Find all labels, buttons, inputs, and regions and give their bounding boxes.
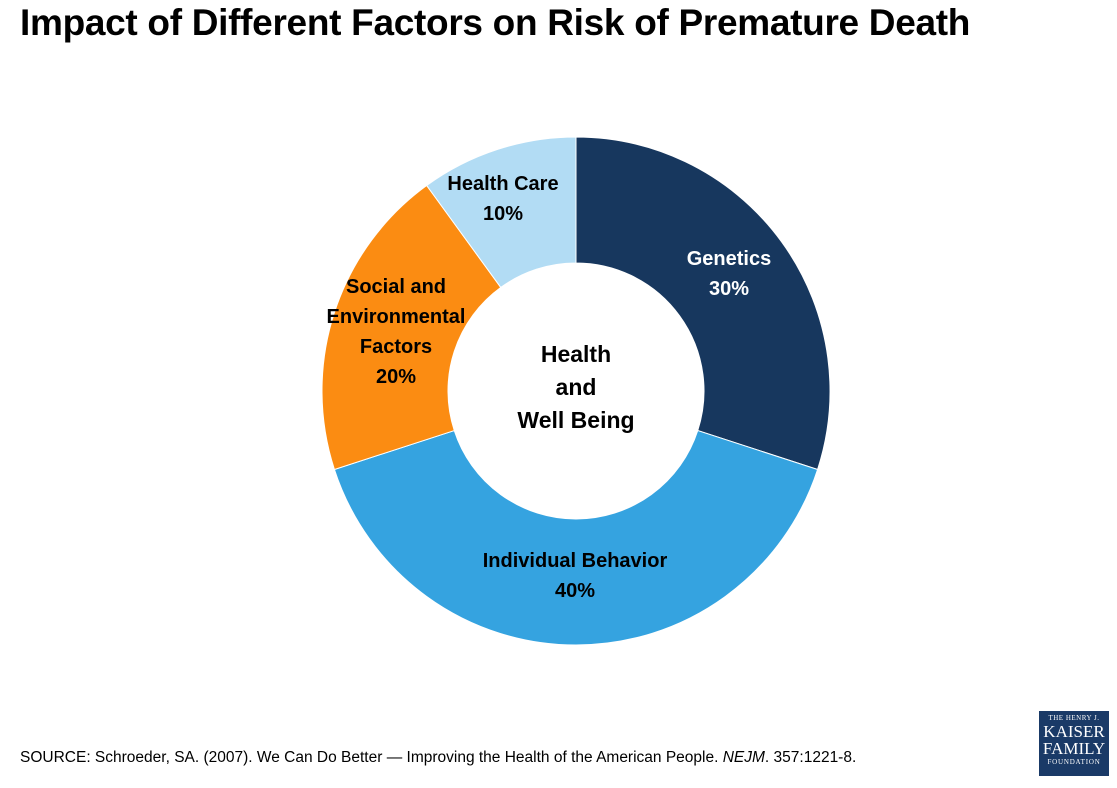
slice-value-label: 40% — [555, 580, 595, 602]
slice-name-label: Environmental — [327, 306, 466, 328]
slice-label-3: Social and Environmental Factors 20% — [327, 276, 466, 388]
donut-slice-3 — [321, 184, 502, 471]
slice-label-1: Genetics 30% — [687, 248, 771, 300]
source-prefix: SOURCE: Schroeder, SA. (2007). We Can Do… — [20, 749, 723, 766]
slice-name-label: Social and — [346, 276, 446, 298]
logo-line-4: FOUNDATION — [1047, 758, 1101, 766]
kff-logo: THE HENRY J. KAISER FAMILY FOUNDATION — [1039, 711, 1109, 776]
chart-title: Impact of Different Factors on Risk of P… — [20, 2, 971, 43]
slice-value-label: 10% — [483, 203, 523, 225]
source-journal: NEJM — [722, 749, 765, 766]
slice-value-label: 20% — [376, 366, 416, 388]
donut-slice-2 — [333, 429, 819, 646]
source-suffix: . 357:1221-8. — [764, 749, 857, 766]
logo-line-1: THE HENRY J. — [1048, 714, 1100, 722]
slice-value-label: 30% — [709, 278, 749, 300]
center-label-line: Health — [541, 341, 611, 367]
slice-name-label: Health Care — [447, 173, 558, 195]
source-note: SOURCE: Schroeder, SA. (2007). We Can Do… — [20, 749, 856, 767]
slice-label-2: Individual Behavior 40% — [483, 550, 668, 602]
donut-slice-4 — [426, 136, 577, 289]
slice-name-label: Individual Behavior — [483, 550, 668, 572]
logo-line-2: KAISER — [1043, 722, 1105, 741]
slice-name-label: Genetics — [687, 248, 771, 270]
slice-label-4: Health Care 10% — [447, 173, 558, 225]
center-label-line: and — [556, 374, 597, 400]
slice-name-label: Factors — [360, 336, 432, 358]
logo-line-3: FAMILY — [1042, 739, 1106, 758]
center-label: Health and Well Being — [517, 341, 634, 433]
donut-slice-1 — [575, 136, 831, 471]
center-label-line: Well Being — [517, 407, 634, 433]
